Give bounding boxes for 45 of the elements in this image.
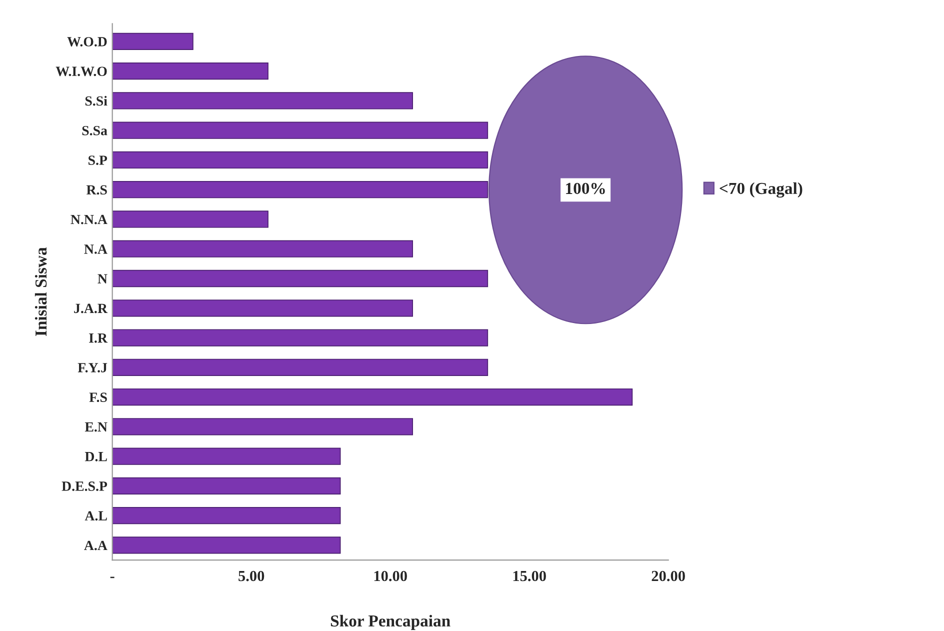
x-tick-label: 15.00 — [513, 570, 546, 582]
bar — [112, 536, 341, 554]
bar — [112, 270, 488, 288]
y-tick-label: F.S — [89, 392, 107, 402]
bar — [112, 329, 488, 346]
bar — [112, 122, 488, 139]
y-tick-label: W.I.W.O — [56, 66, 107, 76]
x-tick-label: 10.00 — [374, 570, 407, 582]
bar — [112, 418, 414, 436]
y-tick-label: S.Sa — [82, 126, 108, 136]
bar — [112, 358, 488, 376]
bar — [112, 151, 488, 169]
y-tick-label: A.L — [84, 511, 107, 521]
bar — [112, 92, 414, 110]
bar — [112, 32, 194, 50]
x-tick-label: - — [110, 576, 114, 578]
y-tick-label: N — [98, 274, 108, 284]
y-tick-label: J.A.R — [74, 304, 108, 314]
y-tick-label: W.O.D — [67, 37, 107, 46]
bar — [112, 62, 268, 80]
bar — [112, 181, 488, 198]
y-tick-label: R.S — [86, 185, 107, 195]
y-tick-label: A.A — [84, 540, 108, 550]
y-tick-label: D.L — [84, 452, 107, 462]
y-axis-title: Inisial Siswa — [34, 247, 47, 336]
bar — [112, 210, 268, 228]
bar — [112, 240, 414, 258]
x-tick-label: 5.00 — [238, 570, 264, 582]
data-label: 100% — [566, 182, 605, 194]
bar — [112, 388, 633, 406]
legend-label: <70 (Gagal) — [720, 182, 802, 198]
y-tick-label: F.Y.J — [78, 363, 108, 372]
bar — [112, 300, 414, 317]
y-tick-label: D.E.S.P — [62, 482, 108, 491]
bar — [112, 506, 341, 524]
bar — [112, 448, 341, 465]
x-tick-label: 20.00 — [652, 570, 685, 582]
y-tick-label: I.R — [89, 333, 108, 343]
y-tick-label: S.P — [88, 156, 108, 165]
y-tick-label: E.N — [84, 422, 108, 432]
y-tick-label: N.A — [84, 244, 108, 254]
bar — [112, 477, 341, 494]
y-tick-label: S.Si — [85, 96, 108, 106]
y-tick-label: N.N.A — [70, 214, 108, 224]
x-axis-title: Skor Pencapaian — [330, 614, 450, 630]
